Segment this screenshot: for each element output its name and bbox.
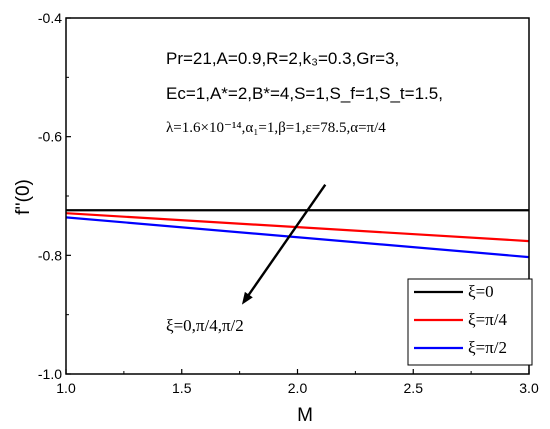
parameters-line-1: Pr=21,A=0.9,R=2,k₃=0.3,Gr=3,	[166, 49, 399, 68]
direction-arrow-head	[241, 291, 253, 305]
legend: ξ=0 ξ=π/4 ξ=π/2	[407, 278, 533, 366]
x-axis-title: M	[297, 405, 313, 426]
ticks-layer: 1.0 1.5 2.0 2.5 3.0 -1.0 -0.8 -0.6 -0.4	[38, 10, 539, 396]
y-axis-title: f''(0)	[13, 179, 34, 215]
x-tick-label: 2.5	[404, 380, 424, 396]
legend-label-series-2: ξ=π/2	[468, 338, 507, 357]
y-tick-label: -0.6	[38, 129, 62, 145]
legend-label-series-0: ξ=0	[468, 282, 494, 301]
arrow-label: ξ=0,π/4,π/2	[166, 316, 244, 335]
x-tick-label: 3.0	[519, 380, 539, 396]
y-tick-label: -0.8	[38, 247, 62, 263]
x-tick-label: 1.0	[56, 380, 76, 396]
legend-box	[407, 278, 533, 366]
direction-arrow-layer	[241, 184, 327, 305]
y-tick-label: -1.0	[38, 366, 62, 382]
plot-area-frame	[65, 17, 530, 375]
series-layer	[65, 209, 530, 259]
parameters-line-3: λ=1.6×10⁻¹⁴,α₁=1,β=1,ε=78.5,α=π/4	[166, 120, 386, 136]
series-line-2	[65, 216, 530, 259]
x-tick-label: 1.5	[172, 380, 192, 396]
y-tick-label: -0.4	[38, 10, 62, 26]
series-line-1	[65, 212, 530, 243]
legend-label-series-1: ξ=π/4	[468, 310, 507, 329]
x-tick-label: 2.0	[288, 380, 308, 396]
direction-arrow-shaft	[246, 184, 327, 297]
parameters-line-2: Ec=1,A*=2,B*=4,S=1,S_f=1,S_t=1.5,	[166, 84, 443, 103]
